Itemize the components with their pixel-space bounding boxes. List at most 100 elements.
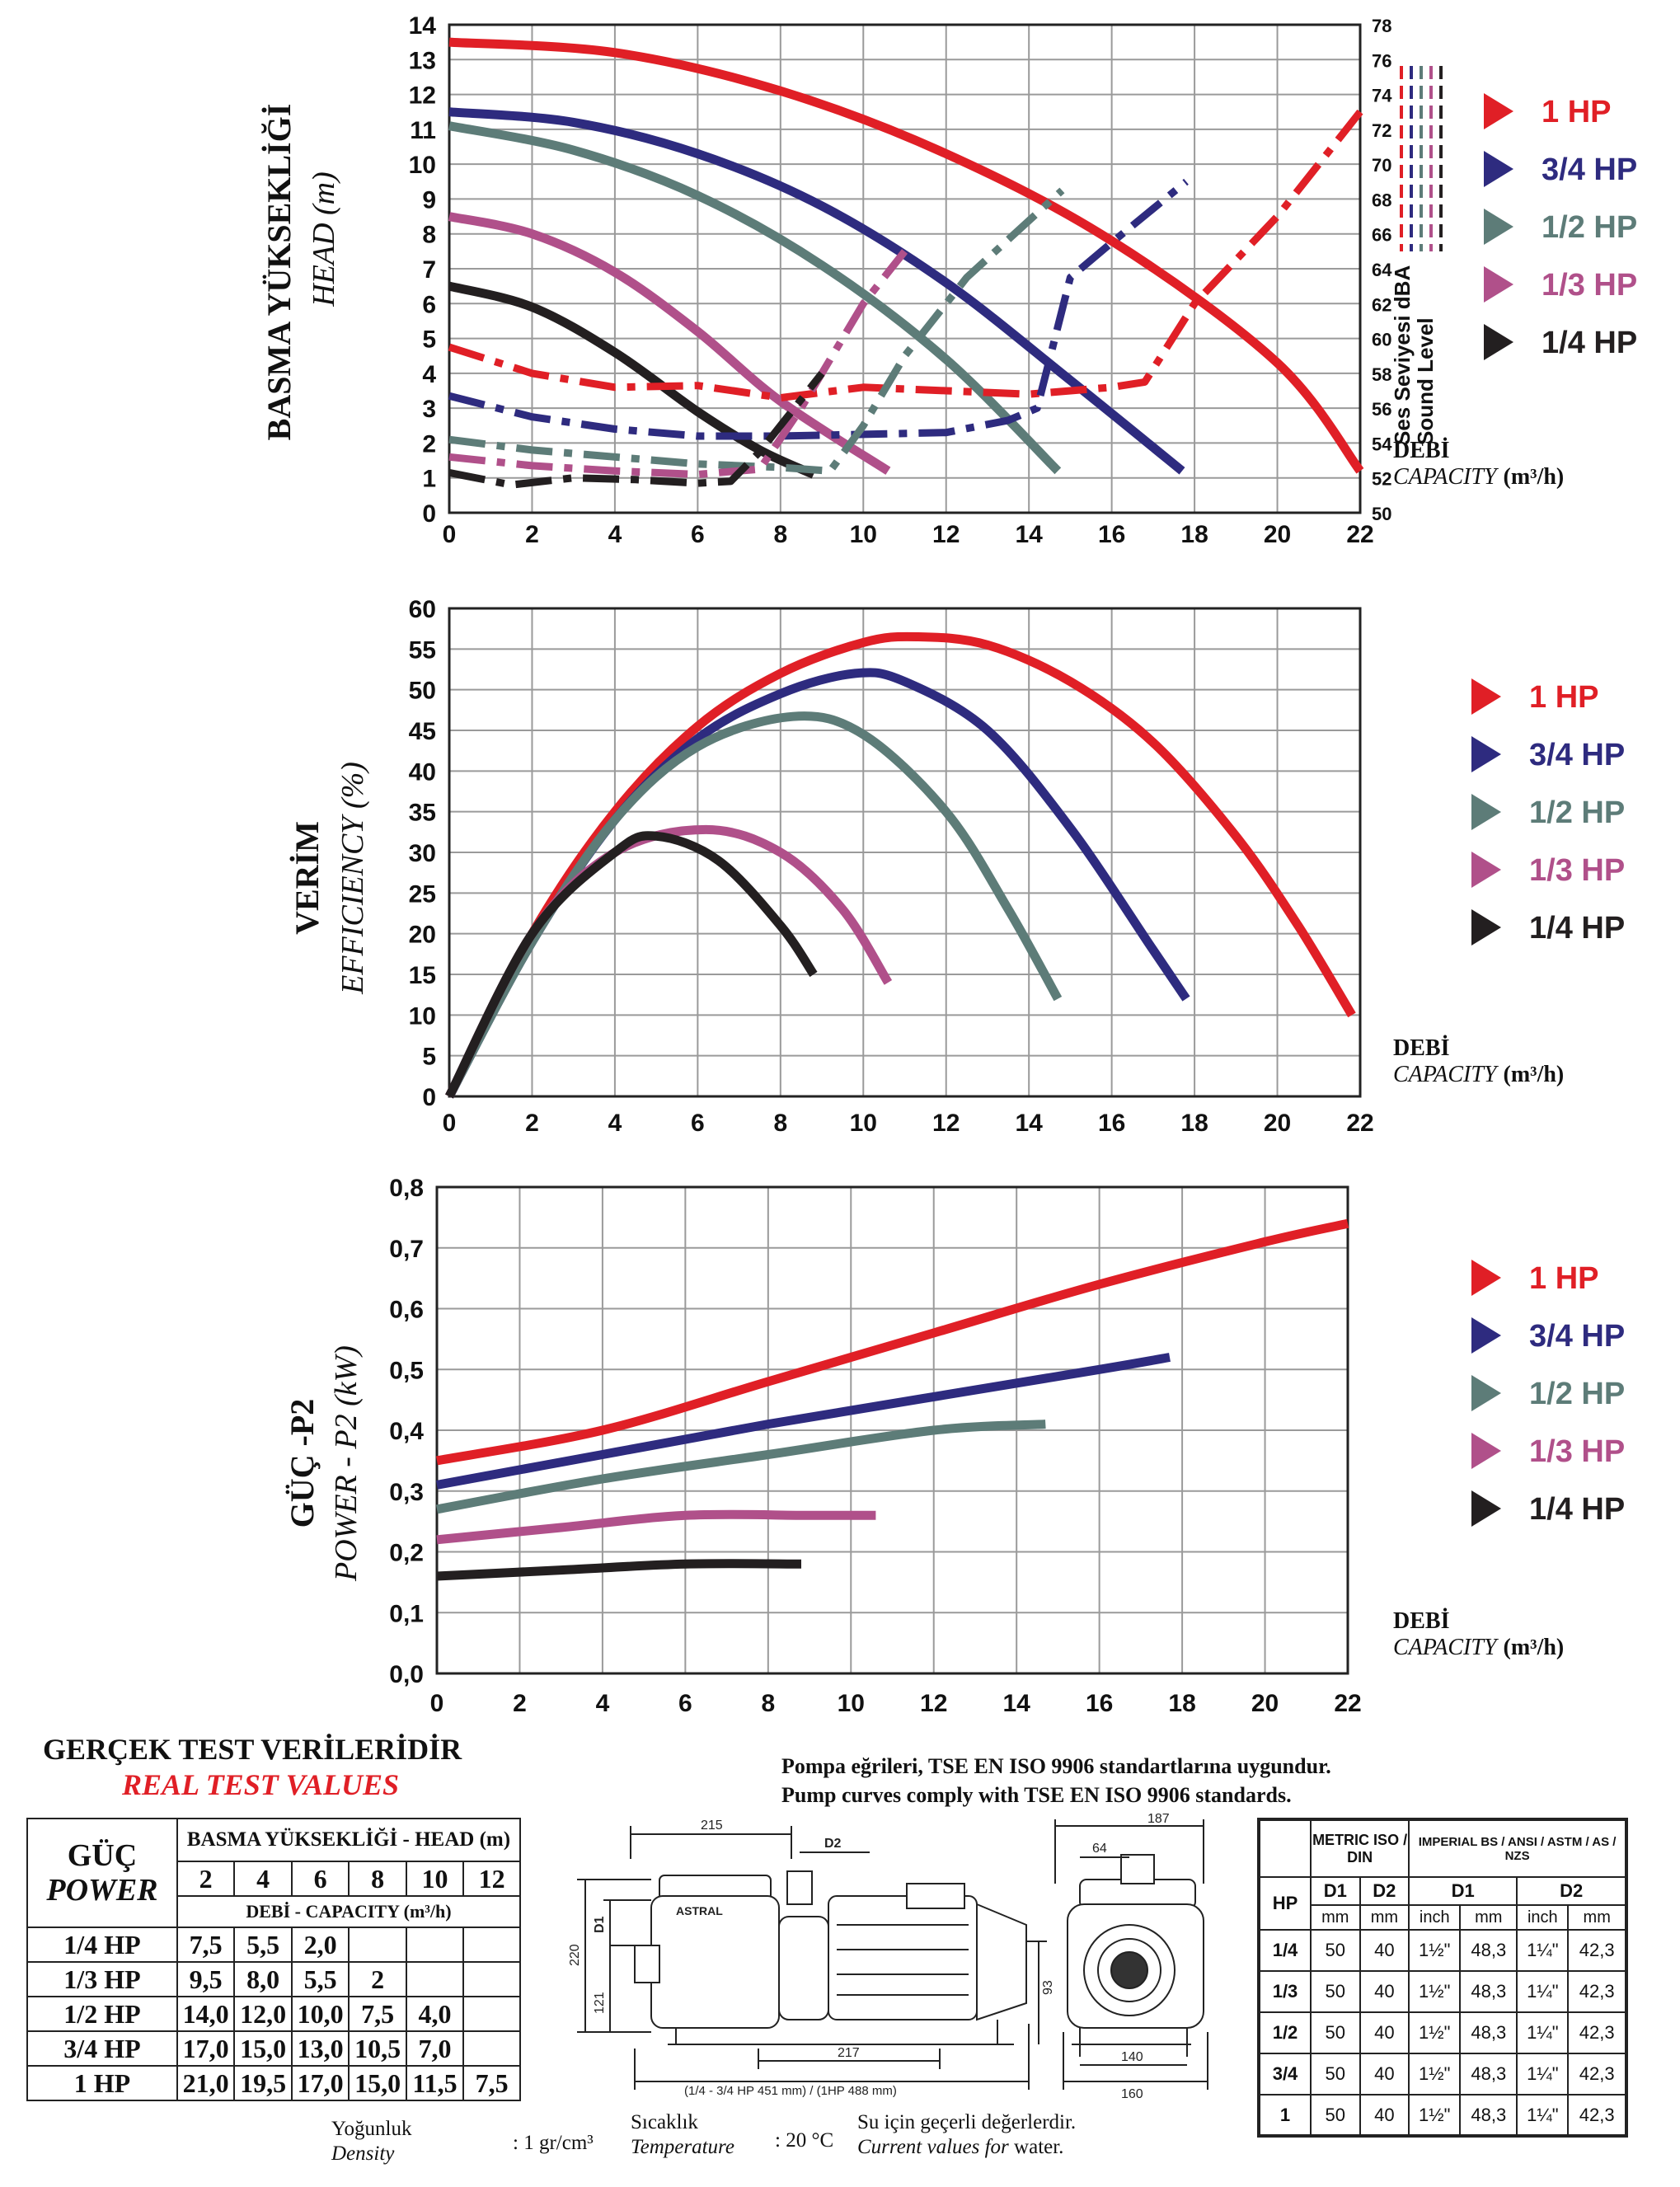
spec-row: 1/2 50 40 1½" 48,3 1¼" 42,3 [1258,2011,1627,2054]
y2-tick-label: 74 [1372,86,1392,106]
density-label: Yoğunluk Density [331,2117,412,2166]
metric-header: METRIC ISO / DIN [1309,1819,1410,1878]
x-tick-label: 22 [1346,521,1373,548]
test-cell: 21,0 [176,2065,236,2101]
dim-121: 121 [593,1992,607,2014]
test-row-label: 1/2 HP [26,1996,178,2032]
density-en: Density [331,2142,395,2165]
legend-marker [1471,794,1501,830]
unit-inch: inch [1516,1904,1570,1931]
series-1-2-HP [435,1420,1046,1514]
spec-cell-d1in_mm: 48,3 [1459,1929,1518,1972]
y-tick-label: 0,1 [389,1600,424,1627]
spec-cell-d1mm: 50 [1310,2094,1361,2137]
y-tick-label: 14 [409,12,437,40]
y-tick-label: 1 [422,466,436,493]
plot-frame [448,23,1362,514]
spec-cell-d1mm: 50 [1310,1929,1361,1972]
dim-d1: D1 [593,1916,607,1933]
x-tick-label: 14 [1002,1690,1030,1717]
test-row-label: 1 HP [26,2065,178,2101]
dim-220: 220 [568,1944,582,1966]
y-tick-label: 0,7 [389,1236,424,1263]
test-cell [462,2030,521,2067]
legend-label: 1/4 HP [1529,911,1625,946]
spec-cell-d1mm: 50 [1310,2011,1361,2054]
legend-marker [1484,266,1513,303]
x-tick-label: 22 [1334,1690,1361,1717]
test-cell: 15,0 [348,2065,407,2101]
d1-header: D1 [1310,1876,1361,1906]
real-test-table: GÜÇ POWER BASMA YÜKSEKLİĞİ - HEAD (m) 2 … [26,1818,522,2101]
legend-marker [1471,852,1501,888]
d2-imperial-header: D2 [1516,1876,1627,1906]
y-tick-label: 0,0 [389,1661,424,1688]
spec-cell-hp: 1 [1258,2094,1312,2137]
head-col: 10 [405,1861,465,1897]
x-tick-label: 0 [430,1690,444,1717]
test-cell: 17,0 [176,2030,236,2067]
series-1-2-HP [448,121,1062,475]
spec-cell-d2in_mm: 42,3 [1567,2053,1627,2095]
spec-cell-d1mm: 50 [1310,1970,1361,2013]
y-tick-label: 30 [409,840,436,867]
head-col: 2 [176,1861,236,1897]
test-row: 3/4 HP 17,0 15,0 13,0 10,5 7,0 [26,2030,521,2067]
series-1-4-HP [436,1559,802,1581]
x-tick-label: 10 [850,521,877,548]
y2-tick-label: 68 [1372,190,1391,210]
dim-187: 187 [1147,1812,1170,1826]
x-tick-label: 8 [773,1110,787,1137]
test-cell: 7,0 [405,2030,465,2067]
spec-cell-hp: 1/3 [1258,1970,1312,2013]
legend-marker [1484,209,1513,245]
capacity-unit: (m³/h) [1504,464,1565,490]
y-tick-label: 45 [409,718,436,745]
legend-label: 1 HP [1529,1261,1598,1296]
dim-93: 93 [1041,1980,1055,1995]
standards-tr: Pompa eğrileri, TSE EN ISO 9906 standart… [781,1754,1331,1778]
power-header: GÜÇ POWER [26,1818,178,1928]
capacity-unit: (m³/h) [1504,1062,1565,1087]
y2-tick-label: 52 [1372,469,1391,490]
y-tick-label: 0,8 [389,1175,424,1202]
head-col: 4 [233,1861,293,1897]
dim-140: 140 [1121,2050,1143,2064]
capacity-en-text: CAPACITY [1393,1635,1499,1660]
x-tick-label: 0 [443,521,457,548]
test-row: 1/3 HP 9,5 8,0 5,5 2 [26,1961,521,1997]
y-tick-label: 55 [409,636,436,664]
y-tick-label: 2 [422,430,436,458]
y-tick-label: 6 [422,291,436,318]
x-tick-label: 18 [1180,1110,1208,1137]
legend-marker [1471,1433,1501,1469]
legend-marker [1484,93,1513,129]
y-tick-label: 0,4 [389,1418,424,1445]
pump-brand: ASTRAL [676,1904,723,1917]
test-cell: 10,5 [348,2030,407,2067]
dim-215: 215 [701,1819,723,1833]
x-tick-label: 18 [1168,1690,1195,1717]
test-row-label: 1/3 HP [26,1961,178,1997]
spec-row: 3/4 50 40 1½" 48,3 1¼" 42,3 [1258,2053,1627,2095]
temperature-tr: Sıcaklık [631,2111,698,2133]
density-value: : 1 gr/cm³ [513,2132,594,2154]
x-tick-label: 4 [608,521,622,548]
test-cell [405,1961,465,1997]
y-axis-title: VERİM [289,821,326,935]
y-tick-label: 50 [409,678,436,705]
spec-cell-d1in: 1½" [1408,2053,1462,2095]
legend-marker [1471,909,1501,946]
y-tick-label: 35 [409,800,436,827]
x-tick-label: 16 [1098,1110,1125,1137]
spec-row: 1 50 40 1½" 48,3 1¼" 42,3 [1258,2094,1627,2137]
power-header-en: POWER [46,1873,158,1908]
unit-mm: mm [1459,1904,1518,1931]
legend-label: 1/4 HP [1542,326,1637,360]
unit-mm: mm [1359,1904,1410,1931]
capacity-en-text: CAPACITY [1393,464,1499,490]
y-axis-subtitle: POWER - P2 (kW) [329,1345,364,1582]
y-tick-label: 9 [422,186,436,214]
y-tick-label: 10 [409,1002,436,1030]
unit-mm: mm [1567,1904,1627,1931]
